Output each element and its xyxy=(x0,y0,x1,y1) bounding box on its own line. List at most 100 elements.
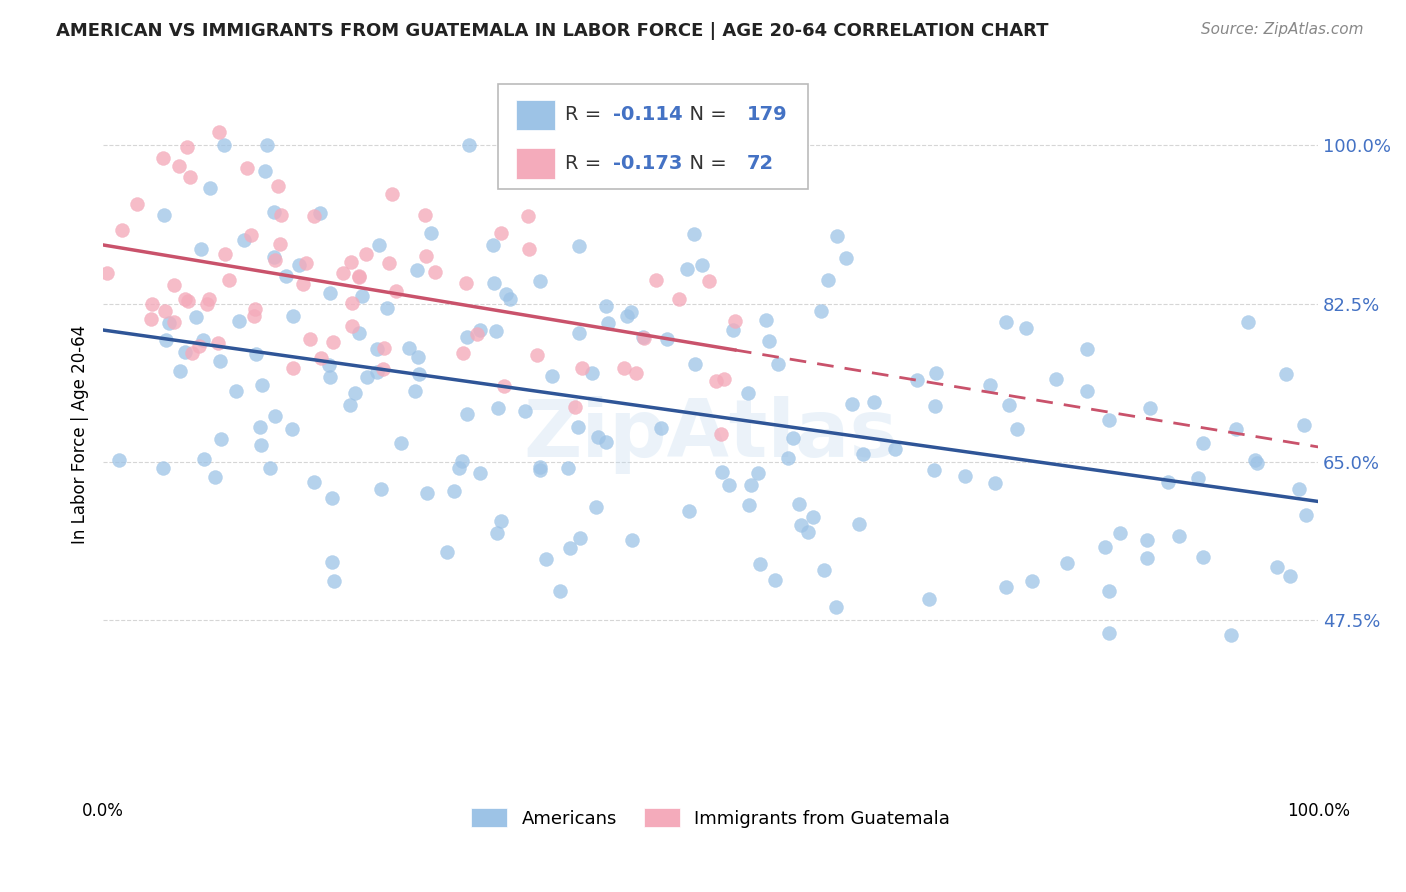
Point xyxy=(347,269,370,284)
Point xyxy=(595,299,617,313)
Point xyxy=(924,399,946,413)
Point xyxy=(1278,568,1301,582)
Point xyxy=(1220,628,1243,642)
Point xyxy=(263,205,285,219)
Point xyxy=(318,358,340,372)
Point xyxy=(318,285,340,300)
Point xyxy=(157,317,180,331)
Point xyxy=(179,169,201,184)
Point xyxy=(513,404,536,418)
Point xyxy=(997,398,1019,412)
Point xyxy=(955,469,977,483)
Point xyxy=(810,303,832,318)
Point xyxy=(447,461,470,475)
Point xyxy=(1157,475,1180,490)
Point xyxy=(1294,418,1316,433)
Point xyxy=(454,277,477,291)
Point xyxy=(737,386,759,401)
Point xyxy=(249,437,271,451)
Point xyxy=(481,238,503,252)
Point xyxy=(415,249,437,263)
Point xyxy=(389,435,412,450)
Point xyxy=(560,541,582,555)
Point xyxy=(322,335,344,350)
Point xyxy=(173,345,195,359)
Point xyxy=(281,360,304,375)
Point xyxy=(288,258,311,272)
Point xyxy=(153,207,176,221)
Point xyxy=(486,401,509,416)
Text: R =: R = xyxy=(565,154,607,173)
Point xyxy=(571,360,593,375)
Point xyxy=(738,498,761,512)
Point xyxy=(340,254,363,268)
Point xyxy=(494,379,516,393)
Point xyxy=(423,264,446,278)
Point xyxy=(195,297,218,311)
Point xyxy=(456,329,478,343)
Point xyxy=(207,335,229,350)
Point xyxy=(214,246,236,260)
Text: AMERICAN VS IMMIGRANTS FROM GUATEMALA IN LABOR FORCE | AGE 20-64 CORRELATION CHA: AMERICAN VS IMMIGRANTS FROM GUATEMALA IN… xyxy=(56,22,1049,40)
Point xyxy=(613,361,636,376)
Point xyxy=(724,313,747,327)
Point xyxy=(586,430,609,444)
Point xyxy=(644,272,666,286)
Point xyxy=(468,323,491,337)
Point xyxy=(581,366,603,380)
Point xyxy=(848,516,870,531)
Point xyxy=(1225,422,1247,436)
Point xyxy=(541,369,564,384)
Point xyxy=(384,284,406,298)
Point xyxy=(406,350,429,364)
Point xyxy=(1192,549,1215,564)
Point xyxy=(356,370,378,384)
Point xyxy=(191,333,214,347)
Point xyxy=(776,450,799,465)
Point xyxy=(557,460,579,475)
Legend: Americans, Immigrants from Guatemala: Americans, Immigrants from Guatemala xyxy=(464,800,957,835)
Point xyxy=(167,159,190,173)
Point xyxy=(595,138,617,153)
Point xyxy=(108,453,131,467)
Point xyxy=(717,478,740,492)
Point xyxy=(616,309,638,323)
Point xyxy=(381,187,404,202)
Point xyxy=(567,239,589,253)
Text: N =: N = xyxy=(676,105,733,124)
Point xyxy=(631,330,654,344)
Point xyxy=(595,434,617,449)
Point xyxy=(813,563,835,577)
Point xyxy=(190,243,212,257)
Point xyxy=(825,228,848,243)
Point xyxy=(758,334,780,348)
Point xyxy=(704,374,727,388)
Point xyxy=(323,574,346,588)
Point xyxy=(569,531,592,545)
Point xyxy=(375,301,398,315)
Point xyxy=(280,422,302,436)
Point xyxy=(398,342,420,356)
Point xyxy=(347,269,370,284)
Point xyxy=(153,303,176,318)
Point xyxy=(373,341,395,355)
Point xyxy=(834,251,856,265)
Point xyxy=(568,326,591,340)
Point xyxy=(529,274,551,288)
Point xyxy=(96,267,118,281)
Point xyxy=(111,223,134,237)
Point xyxy=(918,591,941,606)
Point xyxy=(1015,320,1038,334)
Point xyxy=(567,420,589,434)
Point xyxy=(763,574,786,588)
Point xyxy=(683,227,706,241)
Point xyxy=(208,353,231,368)
Point xyxy=(598,316,620,330)
Point xyxy=(256,138,278,153)
Point xyxy=(212,138,235,153)
Point xyxy=(141,297,163,311)
Point xyxy=(339,398,361,412)
Point xyxy=(1098,584,1121,599)
Point xyxy=(291,277,314,292)
Point xyxy=(1045,372,1067,386)
